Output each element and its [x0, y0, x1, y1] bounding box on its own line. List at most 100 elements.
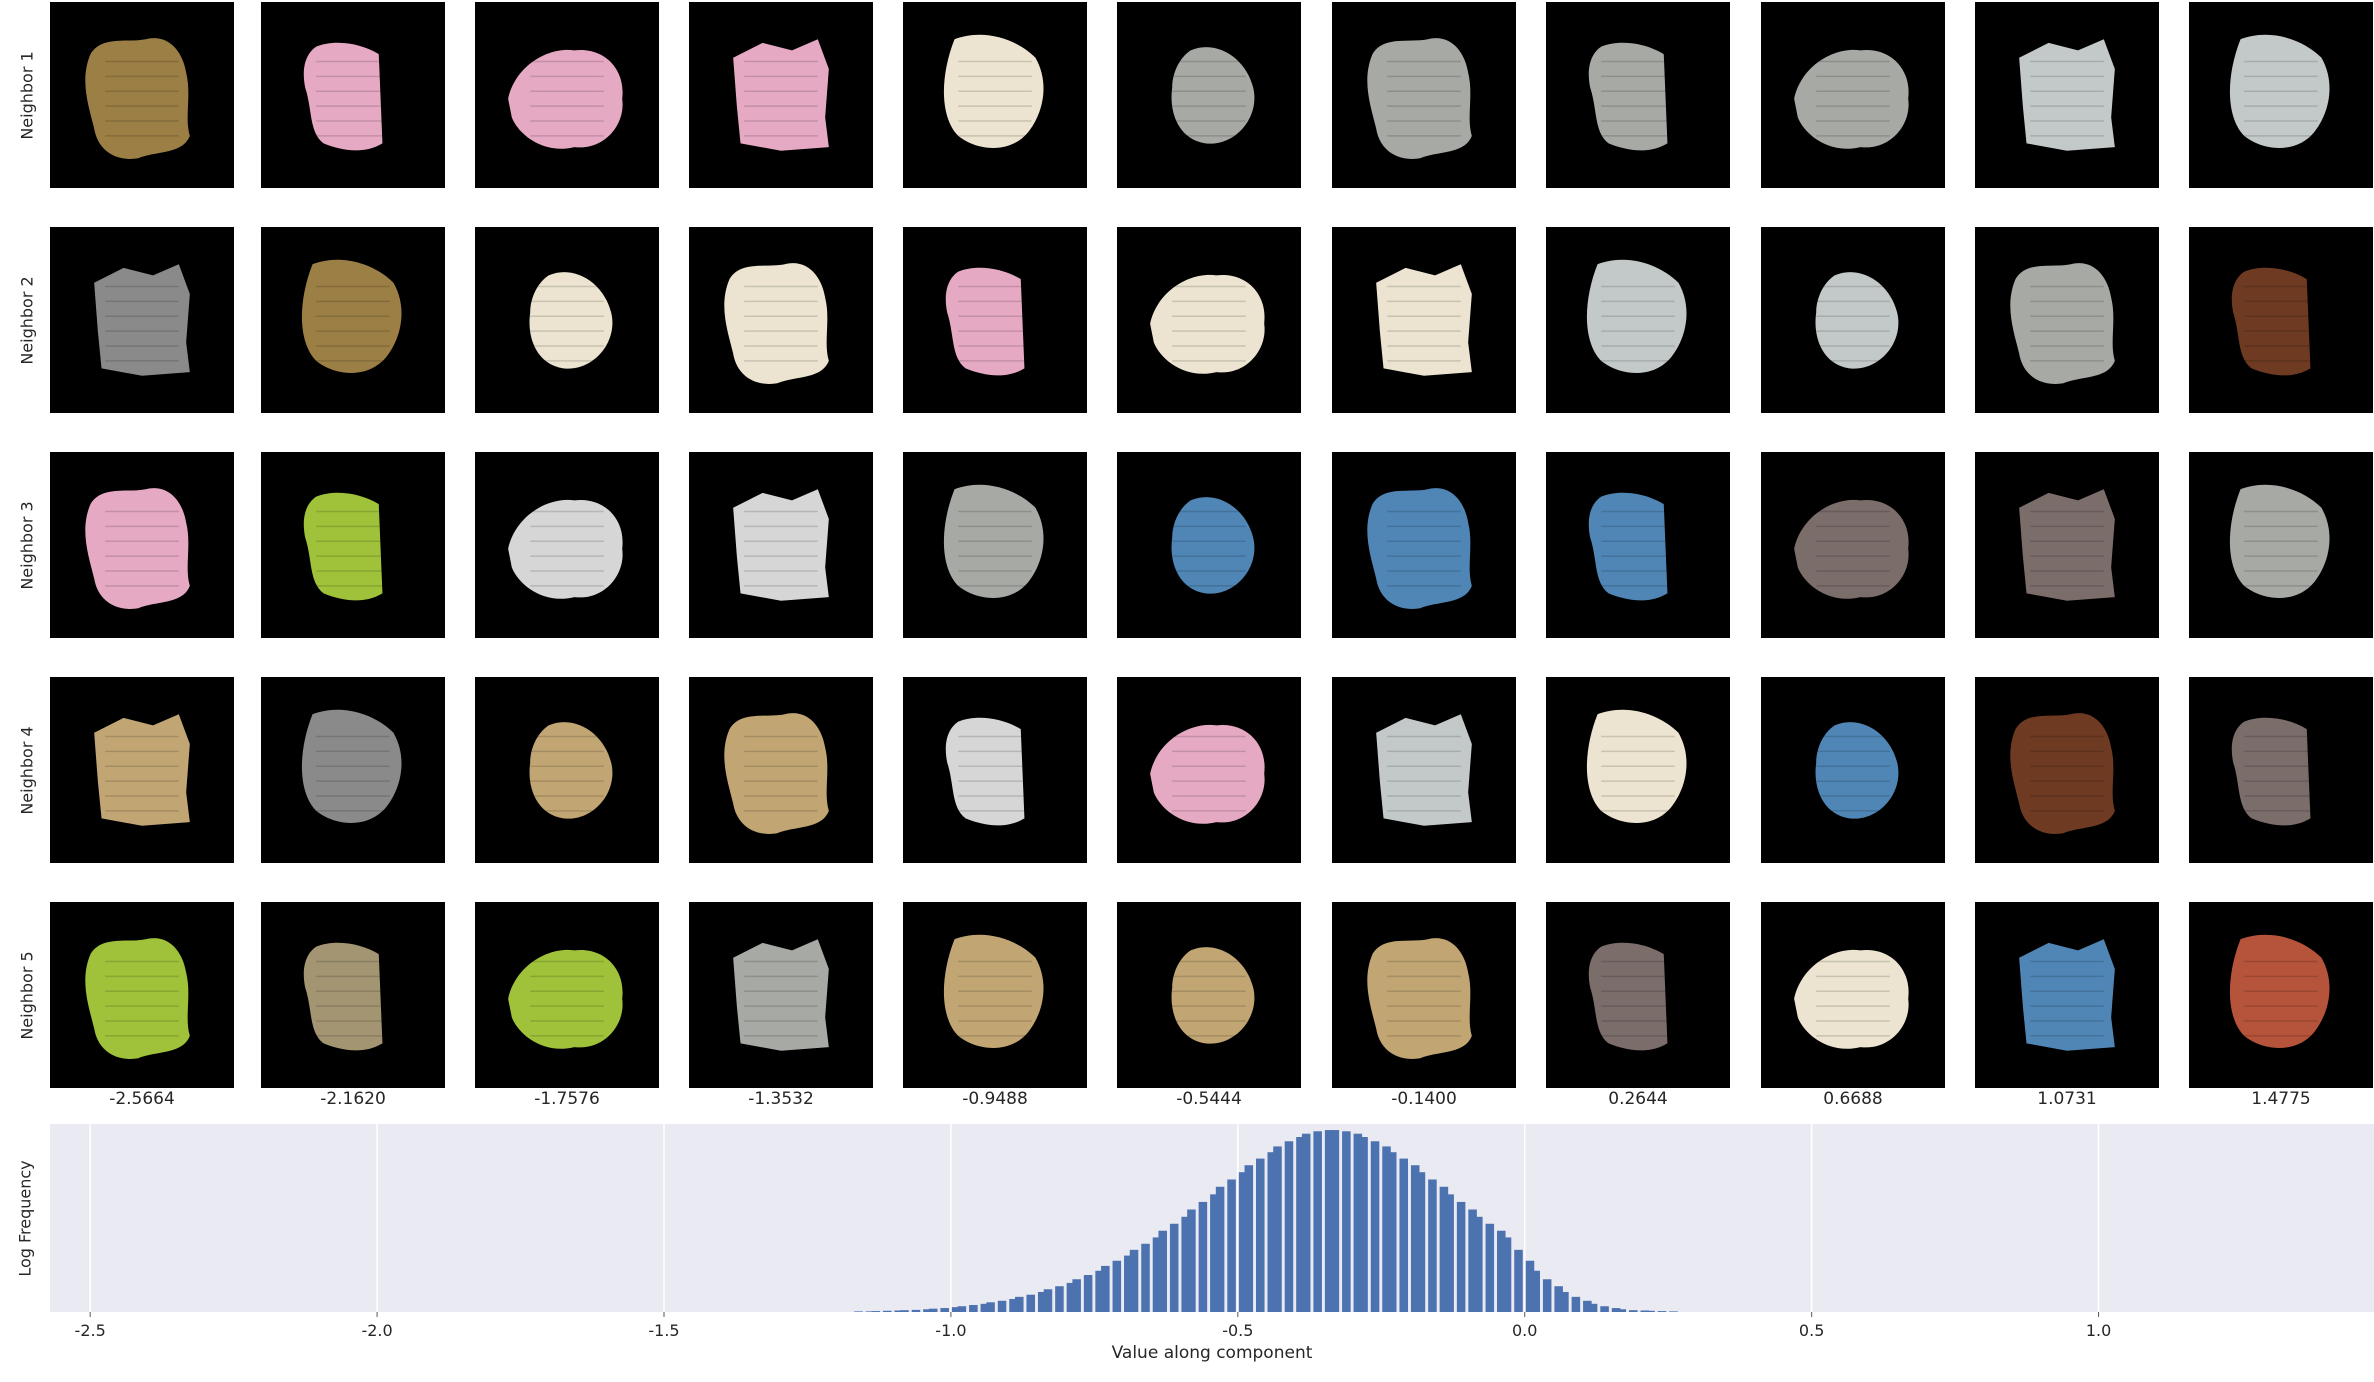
neighbor-thumbnail-olive-knit	[261, 227, 445, 413]
texture-silhouette	[94, 714, 190, 826]
histogram-bar	[1129, 1249, 1139, 1312]
histogram-bar	[1301, 1133, 1311, 1312]
histogram-bar	[1187, 1209, 1196, 1312]
histogram-bar	[1353, 1133, 1363, 1312]
histogram-bar	[1428, 1179, 1437, 1312]
neighbor-thumbnail-white-grid	[689, 452, 873, 638]
texture-silhouette	[1150, 274, 1265, 374]
histogram-bar	[854, 1311, 863, 1312]
histogram-bar	[1043, 1289, 1053, 1312]
histogram-bar	[1416, 1172, 1426, 1312]
neighbor-thumbnail-blue-crochet	[1332, 452, 1516, 638]
histogram-bar	[1009, 1298, 1018, 1312]
histogram-bar	[1617, 1309, 1627, 1312]
neighbor-thumbnail-cream-relief	[475, 227, 659, 413]
neighbor-thumbnail-light-gray-stripes	[1546, 227, 1730, 413]
histogram-bar	[1485, 1223, 1495, 1312]
histogram-bar	[940, 1308, 949, 1312]
histogram-bar	[1583, 1300, 1592, 1312]
texture-silhouette	[301, 259, 402, 374]
column-value-label: -0.9488	[962, 1089, 1028, 1109]
histogram-bar	[1382, 1146, 1391, 1312]
texture-silhouette	[733, 489, 829, 601]
neighbor-thumbnail-cream-relief	[903, 2, 1087, 188]
histogram-bar	[1629, 1310, 1638, 1312]
row-label-neighbor-3: Neighbor 3	[17, 500, 37, 590]
neighbor-thumbnail-taupe-fabric	[1975, 452, 2159, 638]
texture-silhouette	[1376, 264, 1472, 376]
row-label-neighbor-5: Neighbor 5	[17, 950, 37, 1040]
histogram-bar	[1037, 1291, 1047, 1312]
histogram-bar	[1124, 1255, 1133, 1312]
texture-silhouette	[2019, 39, 2115, 151]
neighbor-thumbnail-blue-crochet	[1546, 452, 1730, 638]
histogram-bar	[1112, 1260, 1122, 1312]
histogram-bar	[1026, 1294, 1036, 1312]
histogram-bar	[1215, 1186, 1225, 1312]
texture-silhouette	[2229, 934, 2330, 1049]
neighbor-thumbnail-gray-pattern	[689, 902, 873, 1088]
histogram-panel: -2.5 -2.0 -1.5 -1.0 -0.5 0.0 0.5 1.0	[50, 1124, 2374, 1340]
histogram-bar	[894, 1310, 904, 1312]
histogram-bar	[1439, 1186, 1449, 1312]
histogram-bar	[1669, 1311, 1678, 1312]
histogram-bar	[1525, 1260, 1535, 1312]
neighbor-thumbnail-light-gray-stripes	[2189, 2, 2373, 188]
histogram-bar	[1169, 1223, 1179, 1312]
texture-silhouette	[1171, 947, 1255, 1044]
column-value-label: 0.6688	[1823, 1089, 1883, 1109]
neighbor-thumbnail-lime-knit	[50, 902, 234, 1088]
column-value-label: -2.5664	[109, 1089, 175, 1109]
neighbor-thumbnail-lime-knit	[261, 452, 445, 638]
histogram-bar	[1055, 1286, 1064, 1312]
histogram-bar	[1284, 1141, 1294, 1312]
histogram-bar	[980, 1303, 990, 1312]
neighbor-thumbnail-gray-pattern	[1761, 2, 1945, 188]
texture-silhouette	[733, 939, 829, 1051]
neighbor-thumbnail-pink-knit	[475, 2, 659, 188]
histogram-bar	[1330, 1130, 1340, 1312]
histogram-bar	[1370, 1141, 1380, 1312]
histogram-bar	[1445, 1194, 1454, 1312]
texture-silhouette	[529, 722, 613, 819]
histogram-bar	[900, 1310, 909, 1312]
histogram-bar	[1256, 1158, 1265, 1312]
texture-silhouette	[2231, 267, 2311, 376]
histogram-bar	[1646, 1310, 1655, 1312]
histogram-bar	[1359, 1137, 1368, 1312]
texture-silhouette	[303, 942, 383, 1051]
neighbor-thumbnail-light-gray-stripes	[1975, 2, 2159, 188]
row-label-neighbor-1: Neighbor 1	[17, 50, 37, 140]
x-tick-label: -1.5	[648, 1321, 679, 1340]
histogram-bar	[1514, 1249, 1523, 1312]
texture-silhouette	[508, 49, 623, 149]
neighbor-thumbnail-cream-relief	[1117, 227, 1301, 413]
neighbor-thumbnail-brown-wood	[1975, 677, 2159, 863]
histogram-bar	[1387, 1152, 1397, 1312]
texture-silhouette	[1367, 38, 1472, 159]
texture-silhouette	[1794, 49, 1909, 149]
histogram-bar	[1410, 1165, 1420, 1312]
histogram-bar	[969, 1305, 978, 1312]
neighbor-thumbnail-taupe-fabric	[1761, 452, 1945, 638]
histogram-bar	[1399, 1158, 1408, 1312]
texture-silhouette	[733, 39, 829, 151]
column-value-label: 1.4775	[2251, 1089, 2311, 1109]
neighbor-grid: Neighbor 1 Neighbor 2 Neighbor 3 Neighbor 4…	[17, 2, 2373, 1109]
neighbor-thumbnail-rust-tiles	[2189, 902, 2373, 1088]
histogram-bar	[1497, 1230, 1506, 1312]
texture-silhouette	[1586, 259, 1687, 374]
texture-silhouette	[1815, 272, 1899, 369]
histogram-bar	[1083, 1275, 1093, 1312]
histogram-bar	[1267, 1152, 1277, 1312]
texture-silhouette	[508, 949, 623, 1049]
histogram-bar	[1244, 1165, 1254, 1312]
neighbor-thumbnail-tan-fabric	[1332, 902, 1516, 1088]
histogram-bar	[986, 1302, 995, 1312]
neighbor-thumbnail-blue-crochet	[1761, 677, 1945, 863]
neighbor-thumbnail-gray-blob	[50, 227, 234, 413]
neighbor-thumbnail-gray-pattern	[903, 452, 1087, 638]
neighbor-thumbnail-pink-knit	[50, 452, 234, 638]
histogram-bar	[1066, 1282, 1076, 1312]
histogram-bar	[1456, 1201, 1466, 1312]
